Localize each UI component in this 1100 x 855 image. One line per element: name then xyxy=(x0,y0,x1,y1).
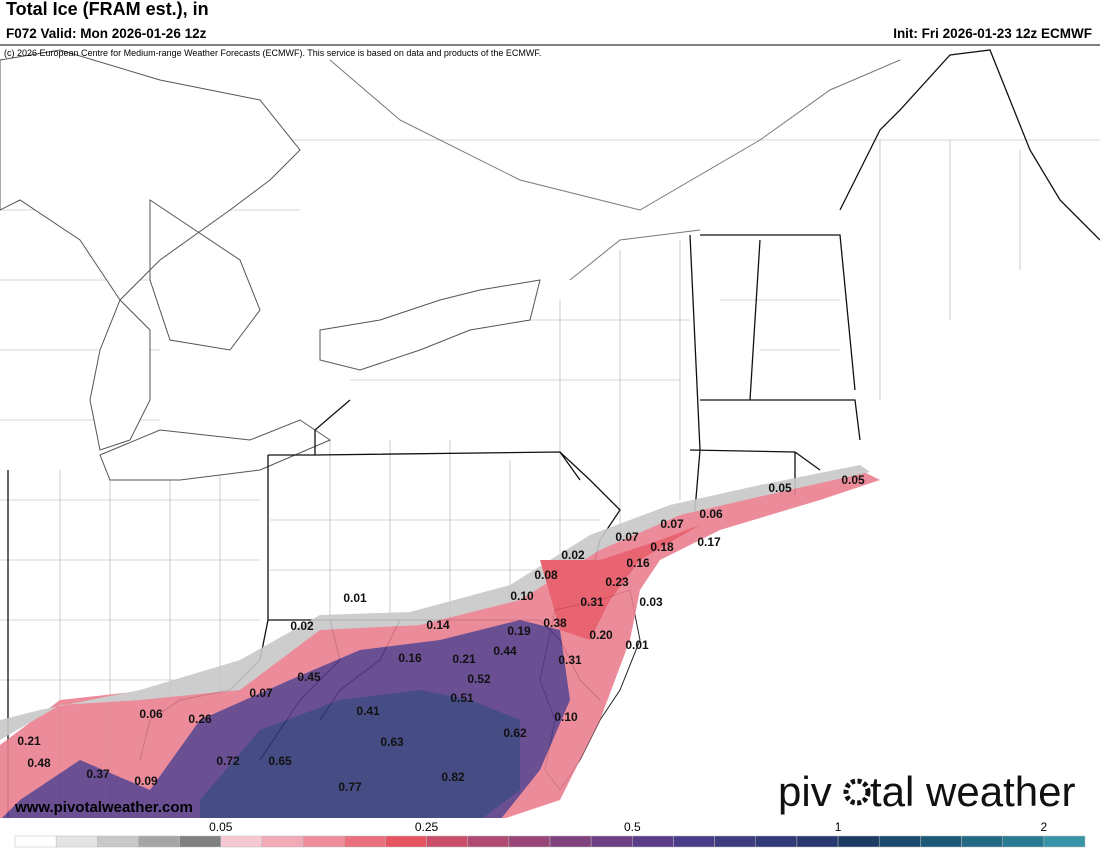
point-label: 0.02 xyxy=(561,548,585,562)
colorbar-swatch xyxy=(261,835,304,848)
init-time: Init: Fri 2026-01-23 12z ECMWF xyxy=(893,26,1092,41)
colorbar-label: 0.05 xyxy=(209,820,233,834)
logo-left: piv xyxy=(778,768,832,815)
colorbar-swatch xyxy=(632,835,674,848)
point-label: 0.16 xyxy=(626,556,650,570)
point-label: 0.18 xyxy=(650,540,674,554)
colorbar-label: 1 xyxy=(835,820,842,834)
point-label: 0.21 xyxy=(452,652,476,666)
colorbar-swatch xyxy=(385,835,427,848)
ice-band-mid xyxy=(540,525,700,640)
colorbar-swatch xyxy=(508,835,551,848)
point-label: 0.31 xyxy=(580,595,604,609)
colorbar-swatch xyxy=(714,835,757,848)
colorbar-swatch xyxy=(549,835,592,848)
point-label: 0.48 xyxy=(27,756,51,770)
colorbar-swatch xyxy=(179,835,222,848)
colorbar-swatch xyxy=(796,835,839,848)
point-label: 0.82 xyxy=(441,770,465,784)
point-label: 0.65 xyxy=(268,754,292,768)
point-label: 0.77 xyxy=(338,780,362,794)
logo-right: tal weather xyxy=(870,768,1075,815)
logo: piv tal weather xyxy=(778,768,1075,815)
point-label: 0.44 xyxy=(493,644,517,658)
colorbar-swatch xyxy=(467,835,510,848)
colorbar-swatch xyxy=(961,835,1003,848)
colorbar-label: 0.25 xyxy=(415,820,439,834)
colorbar-swatch xyxy=(97,835,139,848)
point-label: 0.72 xyxy=(216,754,240,768)
colorbar-swatch xyxy=(55,835,98,848)
point-label: 0.63 xyxy=(380,735,404,749)
point-label: 0.19 xyxy=(507,624,531,638)
point-label: 0.07 xyxy=(249,686,273,700)
ice-band-edge xyxy=(0,465,870,740)
colorbar-swatch xyxy=(878,835,921,848)
point-label: 0.14 xyxy=(426,618,450,632)
colorbar-swatch xyxy=(1002,835,1045,848)
point-label: 0.52 xyxy=(467,672,491,686)
colorbar-swatch xyxy=(343,835,386,848)
point-label: 0.02 xyxy=(290,619,314,633)
point-label: 0.01 xyxy=(343,591,367,605)
point-label: 0.37 xyxy=(86,767,110,781)
point-label: 0.03 xyxy=(639,595,663,609)
point-label: 0.26 xyxy=(188,712,212,726)
point-label: 0.06 xyxy=(139,707,163,721)
colorbar-swatch xyxy=(673,835,715,848)
point-label: 0.31 xyxy=(558,653,582,667)
point-label: 0.05 xyxy=(768,481,792,495)
valid-time: F072 Valid: Mon 2026-01-26 12z xyxy=(6,26,207,41)
point-label: 0.08 xyxy=(534,568,558,582)
st-lawrence xyxy=(329,59,901,281)
point-label: 0.62 xyxy=(503,726,527,740)
ice-field xyxy=(0,465,880,820)
colorbar-swatch xyxy=(138,835,180,848)
point-label: 0.45 xyxy=(297,670,321,684)
point-label: 0.20 xyxy=(589,628,613,642)
ice-band-core xyxy=(200,690,520,820)
point-label: 0.01 xyxy=(625,638,649,652)
point-label: 0.51 xyxy=(450,691,474,705)
point-label: 0.07 xyxy=(660,517,684,531)
point-label: 0.07 xyxy=(615,530,639,544)
point-label: 0.17 xyxy=(697,535,721,549)
point-label: 0.21 xyxy=(17,734,41,748)
colorbar-swatch xyxy=(220,835,263,848)
point-label: 0.38 xyxy=(543,616,567,630)
point-label: 0.23 xyxy=(605,575,629,589)
point-label: 0.16 xyxy=(398,651,422,665)
point-label: 0.06 xyxy=(699,507,723,521)
colorbar: 0.05 0.25 0.5 1 2 xyxy=(14,820,1086,848)
logo-gear xyxy=(843,778,871,806)
point-label: 0.10 xyxy=(510,589,534,603)
point-labels: 0.05 0.05 0.06 0.07 0.07 0.18 0.17 0.02 0.16 0.08… xyxy=(17,473,865,794)
colorbar-swatch xyxy=(426,835,468,848)
colorbar-label: 2 xyxy=(1041,820,1048,834)
website: www.pivotalweather.com xyxy=(14,799,193,816)
point-label: 0.05 xyxy=(841,473,865,487)
point-label: 0.41 xyxy=(356,704,380,718)
great-lakes xyxy=(0,49,541,481)
colorbar-swatch xyxy=(837,835,880,848)
point-label: 0.10 xyxy=(554,710,578,724)
colorbar-swatch xyxy=(920,835,962,848)
colorbar-swatch xyxy=(14,835,57,848)
colorbar-swatch xyxy=(1043,835,1086,848)
colorbar-swatch xyxy=(590,835,633,848)
colorbar-swatch xyxy=(755,835,798,848)
copyright: (c) 2026 European Centre for Medium-rang… xyxy=(4,48,541,58)
colorbar-label: 0.5 xyxy=(624,820,641,834)
title: Total Ice (FRAM est.), in xyxy=(6,0,209,19)
point-label: 0.09 xyxy=(134,774,158,788)
colorbar-swatch xyxy=(302,835,345,848)
